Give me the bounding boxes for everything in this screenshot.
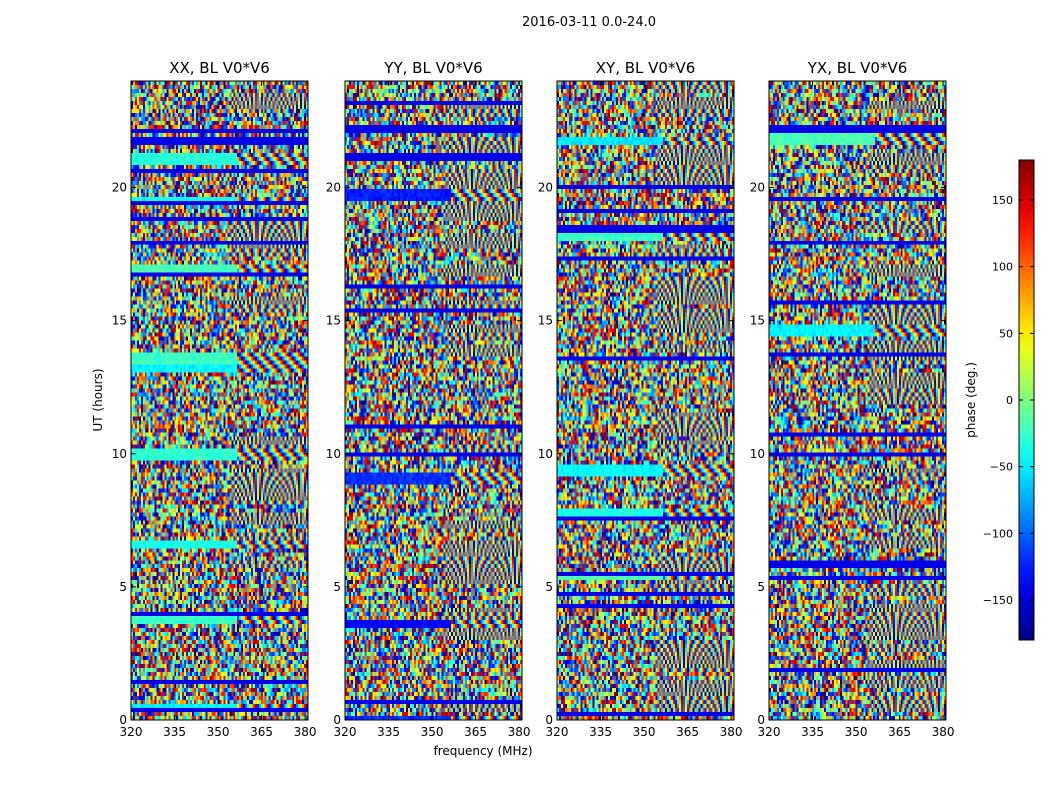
y-tick-label: 20 [112, 181, 127, 195]
x-tick-label: 335 [589, 725, 612, 739]
x-tick-label: 320 [120, 725, 143, 739]
x-tick-label: 380 [508, 725, 531, 739]
y-tick-label: 15 [326, 314, 341, 328]
x-tick-label: 335 [377, 725, 400, 739]
panel-title: XX, BL V0*V6 [169, 59, 270, 77]
x-tick-label: 380 [932, 725, 955, 739]
x-tick-label: 350 [207, 725, 230, 739]
heatmap-image [557, 81, 734, 720]
x-tick-label: 320 [758, 725, 781, 739]
heatmap-image [345, 81, 522, 720]
panel-title: XY, BL V0*V6 [596, 59, 696, 77]
y-tick-label: 10 [538, 447, 553, 461]
axes-frame [130, 80, 309, 721]
y-tick-label: 10 [750, 447, 765, 461]
y-tick-label: 0 [545, 713, 553, 727]
y-tick-label: 5 [119, 580, 127, 594]
colorbar-tick-label: 0 [1006, 394, 1013, 407]
y-tick-label: 15 [750, 314, 765, 328]
y-tick-label: 15 [112, 314, 127, 328]
panel-title: YY, BL V0*V6 [383, 59, 482, 77]
colorbar-tick-label: −50 [990, 461, 1013, 474]
y-tick-label: 0 [119, 713, 127, 727]
y-tick-label: 5 [333, 580, 341, 594]
panel-yy: YY, BL V0*V6 320 335 350 365 380 0 5 10 15 20 frequ… [326, 59, 533, 758]
y-tick-label: 0 [757, 713, 765, 727]
y-tick-label: 20 [326, 181, 341, 195]
panel-xx: XX, BL V0*V6 320 335 350 365 380 0 5 10 15 20 UT (h… [91, 59, 317, 739]
x-tick-label: 350 [633, 725, 656, 739]
axes-frame [768, 80, 947, 721]
colorbar-tick-label: −100 [983, 527, 1013, 540]
x-tick-label: 380 [294, 725, 317, 739]
y-tick-label: 15 [538, 314, 553, 328]
figure-suptitle: 2016-03-11 0.0-24.0 [522, 15, 656, 30]
y-tick-label: 20 [538, 181, 553, 195]
heatmap-image [769, 81, 946, 720]
x-tick-label: 365 [676, 725, 699, 739]
x-tick-label: 365 [888, 725, 911, 739]
colorbar-label: phase (deg.) [964, 362, 978, 438]
colorbar-tick-label: 100 [992, 261, 1013, 274]
x-axis-label: frequency (MHz) [433, 744, 532, 758]
x-tick-label: 320 [334, 725, 357, 739]
colorbar-tick-label: −150 [983, 594, 1013, 607]
x-tick-label: 320 [546, 725, 569, 739]
y-axis-label: UT (hours) [91, 368, 105, 431]
y-tick-label: 5 [545, 580, 553, 594]
heatmap-image [131, 81, 308, 720]
y-tick-label: 20 [750, 181, 765, 195]
colorbar: 150 100 50 0 −50 −100 −150 phase (deg.) [964, 159, 1035, 641]
x-tick-label: 365 [464, 725, 487, 739]
axes-frame [556, 80, 735, 721]
axes-frame [344, 80, 523, 721]
panel-xy: XY, BL V0*V6 320 335 350 365 380 0 5 10 15 20 [538, 59, 743, 739]
x-tick-label: 335 [801, 725, 824, 739]
y-tick-label: 0 [333, 713, 341, 727]
y-tick-label: 10 [326, 447, 341, 461]
panel-title: YX, BL V0*V6 [807, 59, 908, 77]
x-tick-label: 350 [845, 725, 868, 739]
x-tick-label: 335 [163, 725, 186, 739]
x-tick-label: 350 [421, 725, 444, 739]
colorbar-tick-label: 150 [992, 194, 1013, 207]
y-tick-label: 5 [757, 580, 765, 594]
x-tick-label: 380 [720, 725, 743, 739]
colorbar-tick-label: 50 [999, 327, 1013, 340]
x-tick-label: 365 [250, 725, 273, 739]
panel-yx: YX, BL V0*V6 320 335 350 365 380 0 5 10 15 20 [750, 59, 955, 739]
y-tick-label: 10 [112, 447, 127, 461]
